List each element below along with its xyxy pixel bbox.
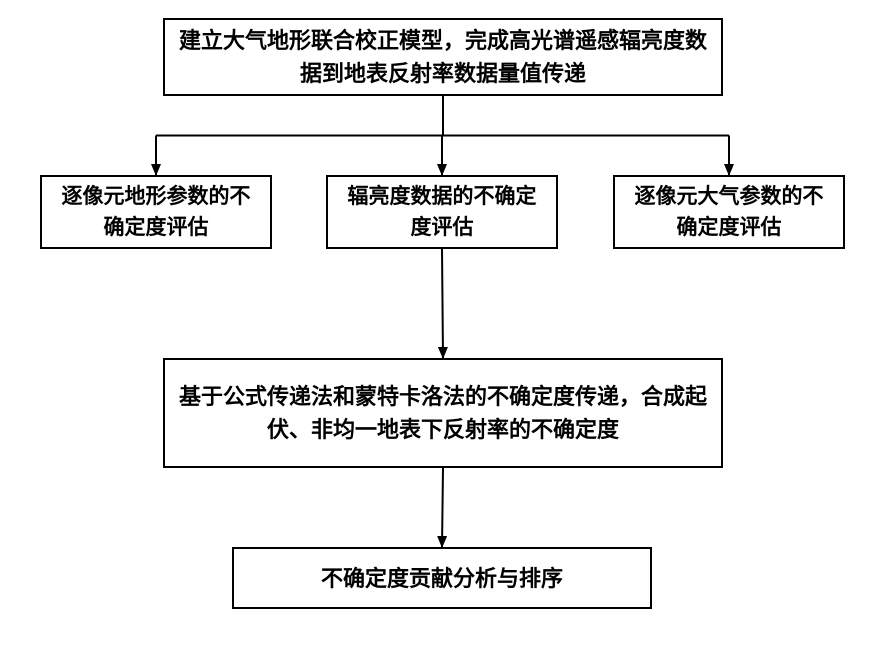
node-text: 不确定度贡献分析与排序 (321, 562, 563, 595)
flowchart-node-left: 逐像元地形参数的不确定度评估 (40, 175, 272, 249)
node-text: 逐像元大气参数的不确定度评估 (627, 181, 831, 244)
flowchart-node-right: 逐像元大气参数的不确定度评估 (613, 175, 845, 249)
node-text: 建立大气地形联合校正模型，完成高光谱遥感辐亮度数据到地表反射率数据量值传递 (177, 24, 709, 90)
node-text: 逐像元地形参数的不确定度评估 (54, 181, 258, 244)
flowchart-node-top: 建立大气地形联合校正模型，完成高光谱遥感辐亮度数据到地表反射率数据量值传递 (163, 18, 723, 96)
node-text: 辐亮度数据的不确定度评估 (340, 181, 544, 244)
flowchart-node-synthesis: 基于公式传递法和蒙特卡洛法的不确定度传递，合成起伏、非均一地表下反射率的不确定度 (163, 358, 723, 468)
flowchart-node-middle: 辐亮度数据的不确定度评估 (326, 175, 558, 249)
flowchart-node-bottom: 不确定度贡献分析与排序 (232, 547, 652, 609)
node-text: 基于公式传递法和蒙特卡洛法的不确定度传递，合成起伏、非均一地表下反射率的不确定度 (177, 380, 709, 446)
